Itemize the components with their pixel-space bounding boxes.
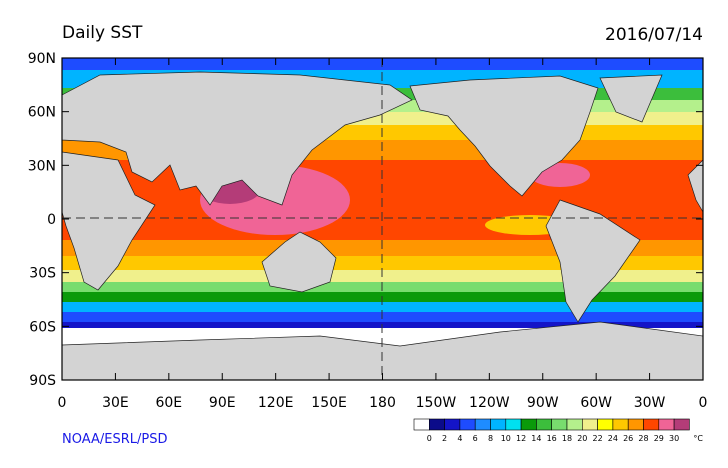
lon-tick-label: 30E [102,395,129,411]
land [61,71,704,381]
colorbar-box [536,418,553,431]
colorbar-label: 4 [457,434,462,443]
colorbar-label: 2 [442,434,447,443]
colorbar-box [612,418,629,431]
colorbar-label: 30 [669,434,679,443]
colorbar-unit: °C [693,434,703,443]
lat-tick-label: 30N [28,158,56,174]
colorbar-label: 0 [427,434,432,443]
lat-tick-label: 60N [28,105,56,121]
lon-tick-label: 180 [369,395,396,411]
colorbar-box [520,418,537,431]
colorbar-label: 14 [531,434,541,443]
colorbar-label: 8 [488,434,493,443]
eurasia [61,71,413,206]
colorbar-label: 28 [638,434,648,443]
colorbar-label: 20 [577,434,587,443]
lon-tick-label: 60W [580,395,612,411]
colorbar-box [673,418,690,431]
colorbar-label: 16 [547,434,557,443]
colorbar-label: 18 [562,434,572,443]
greenland [599,74,663,123]
lon-tick-label: 150E [311,395,347,411]
colorbar-label: 26 [623,434,633,443]
colorbar-box [627,418,644,431]
colorbar-label: 29 [654,434,664,443]
lat-tick-label: 60S [29,319,56,335]
south-america [545,199,641,323]
colorbar-box [551,418,568,431]
lon-tick-label: 120W [469,395,510,411]
colorbar-label: 12 [516,434,526,443]
africa [61,151,156,291]
date: 2016/07/14 [605,25,703,45]
lon-tick-label: 90E [209,395,236,411]
lon-tick-label: 0 [699,395,708,411]
colorbar-box [505,418,522,431]
colorbar-box [474,418,491,431]
colorbar-box [566,418,583,431]
colorbar-box [490,418,507,431]
lon-tick-label: 150W [416,395,457,411]
credit: NOAA/ESRL/PSD [62,432,167,447]
lat-tick-label: 0 [47,212,56,228]
colorbar-box [597,418,614,431]
colorbar-box [459,418,476,431]
lon-tick-label: 90W [527,395,559,411]
lat-tick-label: 30S [29,266,56,282]
lon-tick-label: 60E [155,395,182,411]
colorbar-box [413,418,430,431]
sst-band [62,302,703,312]
north-america [409,75,599,197]
lon-tick-label: 120E [258,395,294,411]
colorbar-box [643,418,660,431]
colorbar-label: 10 [501,434,511,443]
colorbar-box [581,418,598,431]
colorbar-label: 22 [593,434,603,443]
colorbar-label: 6 [473,434,478,443]
colorbar-box [428,418,445,431]
australia [261,231,337,293]
colorbar-box [658,418,675,431]
lon-tick-label: 0 [58,395,67,411]
title: Daily SST [62,23,143,43]
lat-tick-label: 90N [28,51,56,67]
lat-tick-label: 90S [29,373,56,389]
colorbar-label: 24 [608,434,618,443]
colorbar-box [444,418,461,431]
lon-tick-label: 30W [634,395,666,411]
